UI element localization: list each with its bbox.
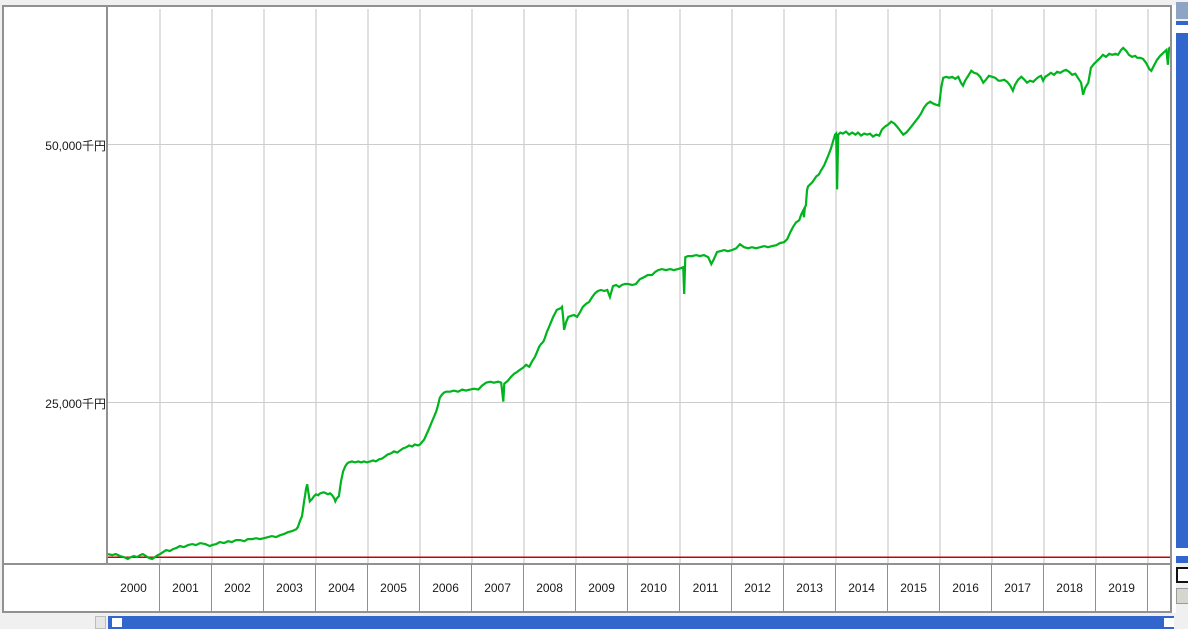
- x-axis-year-strip: 2000 2001 2002 2003 2004 2005 2006 2007 2008 2009…: [4, 565, 1170, 611]
- x-axis-year-label: 2014: [836, 565, 889, 611]
- equity-plot-area[interactable]: [108, 9, 1170, 565]
- horizontal-slider-right-handle[interactable]: [1164, 618, 1174, 627]
- x-axis-year-label: 2018: [1044, 565, 1097, 611]
- horizontal-scroll-left-button[interactable]: [95, 616, 106, 629]
- x-axis-year-label: 2016: [940, 565, 993, 611]
- y-axis-label-25000: 25,000千円: [45, 396, 106, 411]
- x-axis-year-label: 2012: [732, 565, 785, 611]
- x-axis-year-label: 2006: [420, 565, 473, 611]
- side-gray-button[interactable]: [1176, 588, 1188, 604]
- plot-border-bottom: [4, 563, 1170, 565]
- x-axis-year-label: 2002: [212, 565, 265, 611]
- x-axis-year-label: 2010: [628, 565, 681, 611]
- vertical-scroll-top-button[interactable]: [1176, 2, 1188, 19]
- x-axis-year-label: 2000: [108, 565, 160, 611]
- x-axis-year-label: 2015: [888, 565, 941, 611]
- x-axis-year-label: 2003: [264, 565, 317, 611]
- x-axis-year-label: 2019: [1096, 565, 1149, 611]
- y-axis-label-50000: 50,000千円: [45, 138, 106, 153]
- x-axis-year-label: 2001: [160, 565, 212, 611]
- horizontal-range-slider[interactable]: [108, 616, 1174, 629]
- x-axis-empty-cell: [1148, 565, 1170, 611]
- equity-curve-line: [108, 46, 1170, 561]
- panel-right-gap: [1172, 5, 1176, 613]
- vertical-range-slider[interactable]: [1176, 21, 1188, 563]
- x-axis-year-label: 2009: [576, 565, 629, 611]
- x-axis-year-label: 2013: [784, 565, 837, 611]
- side-checkbox[interactable]: [1176, 567, 1188, 583]
- horizontal-slider-left-handle[interactable]: [112, 618, 122, 627]
- x-axis-year-label: 2017: [992, 565, 1045, 611]
- x-axis-year-label: 2008: [524, 565, 577, 611]
- x-axis-year-label: 2011: [680, 565, 733, 611]
- vertical-slider-top-handle[interactable]: [1176, 25, 1188, 33]
- x-axis-year-label: 2004: [316, 565, 369, 611]
- x-axis-year-label: 2007: [472, 565, 525, 611]
- chart-panel: 50,000千円 25,000千円 2000 2001 2002 2003 2004 20…: [2, 5, 1172, 613]
- plot-border-left: [106, 7, 108, 611]
- x-axis-year-label: 2005: [368, 565, 421, 611]
- vertical-slider-bottom-handle[interactable]: [1176, 548, 1188, 556]
